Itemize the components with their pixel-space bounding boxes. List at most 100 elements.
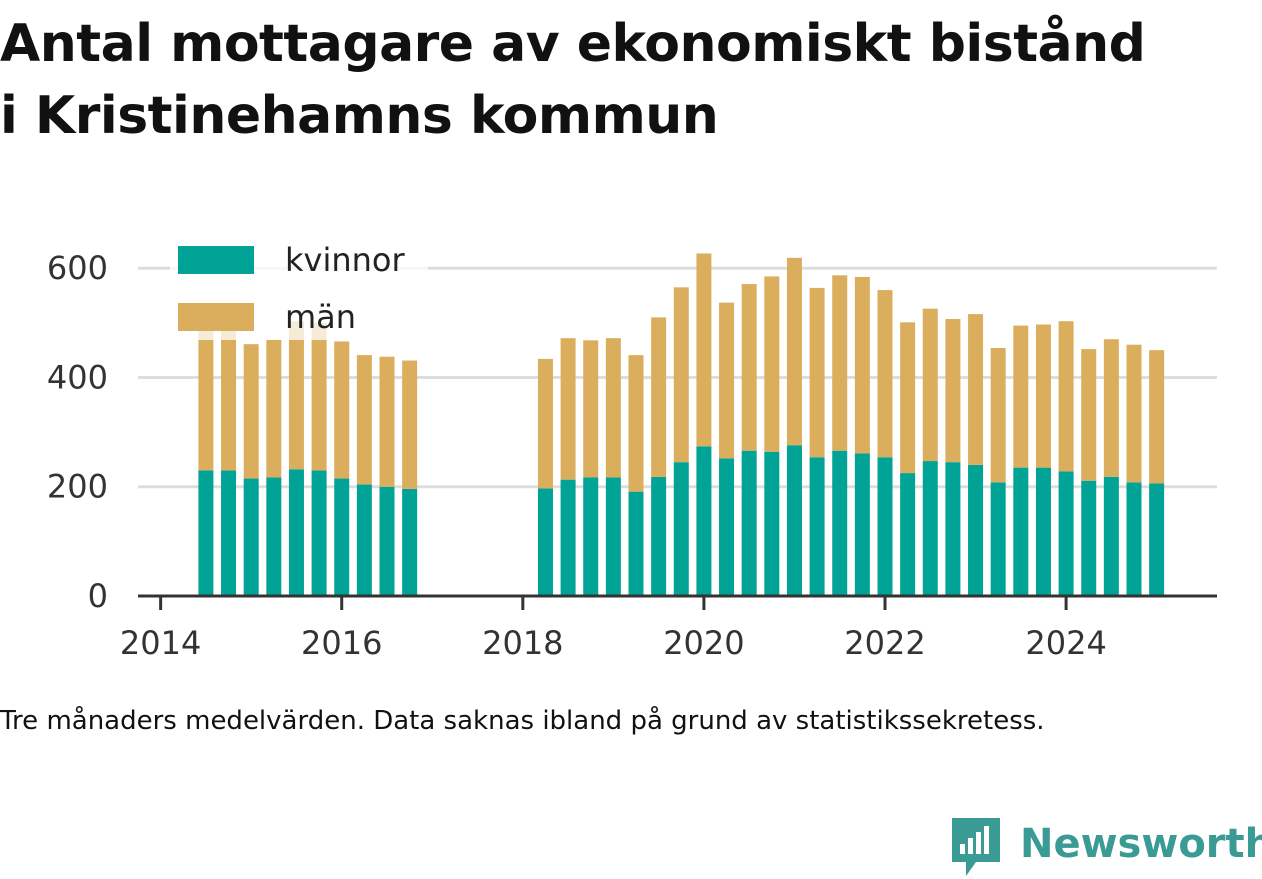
bar-kvinnor-2023-10 (1035, 467, 1051, 596)
legend-label-kvinnor: kvinnor (285, 241, 406, 279)
bar-kvinnor-2024-04 (1081, 480, 1097, 596)
bar-kvinnor-2016-04 (356, 484, 372, 596)
chart-title-line-1: Antal mottagare av ekonomiskt bistånd (0, 14, 1146, 74)
bar-kvinnor-2019-10 (673, 462, 689, 596)
bar-man-2023-04 (990, 347, 1006, 483)
bar-kvinnor-2018-04 (537, 488, 553, 596)
bar-kvinnor-2019-04 (628, 491, 644, 596)
bar-kvinnor-2015-01 (243, 478, 259, 596)
bar-man-2022-01 (877, 290, 893, 458)
bar-man-2024-01 (1058, 321, 1074, 472)
x-tick-label-2022: 2022 (844, 624, 925, 662)
y-tick-label-600: 600 (47, 249, 108, 287)
axes: 0 200 400 600 2014 2016 2018 2020 2022 2024 (47, 249, 1217, 662)
bar-man-2019-10 (673, 287, 689, 463)
bar-kvinnor-2018-10 (583, 477, 599, 596)
bar-kvinnor-2016-07 (379, 486, 395, 596)
newsworthy-logo-icon (952, 818, 1000, 876)
legend-swatch-kvinnor (178, 246, 254, 274)
y-tick-label-200: 200 (47, 468, 108, 506)
x-tick-label-2024: 2024 (1025, 624, 1106, 662)
bar-man-2019-04 (628, 355, 644, 492)
bar-kvinnor-2015-07 (288, 469, 304, 596)
x-tick-label-2016: 2016 (301, 624, 382, 662)
bar-man-2023-01 (968, 314, 984, 465)
bar-man-2015-10 (311, 322, 327, 471)
bar-kvinnor-2024-10 (1126, 482, 1142, 596)
bar-man-2024-04 (1081, 349, 1097, 481)
bar-kvinnor-2022-10 (945, 462, 961, 596)
bar-man-2019-01 (605, 338, 621, 478)
bar-kvinnor-2019-01 (605, 477, 621, 596)
legend-swatch-man (178, 303, 254, 331)
bar-man-2021-04 (809, 287, 825, 458)
bar-man-2014-10 (221, 326, 237, 471)
bar-man-2020-01 (696, 253, 712, 447)
bar-kvinnor-2016-01 (334, 478, 350, 596)
bar-man-2025-01 (1149, 350, 1165, 484)
bar-kvinnor-2015-10 (311, 470, 327, 596)
bar-man-2021-07 (832, 275, 848, 451)
y-tick-label-400: 400 (47, 358, 108, 396)
bar-kvinnor-2019-07 (651, 476, 667, 596)
bar-kvinnor-2020-04 (719, 458, 735, 596)
chart-title-line-2: i Kristinehamns kommun (0, 86, 719, 146)
bar-man-2018-07 (560, 338, 576, 480)
bar-man-2018-04 (537, 358, 553, 489)
bar-kvinnor-2018-07 (560, 479, 576, 596)
brand-logo: Newsworthy (952, 818, 1262, 878)
bar-man-2024-07 (1103, 339, 1119, 477)
bar-kvinnor-2024-01 (1058, 471, 1074, 596)
bar-man-2014-07 (198, 327, 214, 471)
bar-man-2015-01 (243, 344, 259, 479)
bar-man-2022-04 (900, 322, 916, 474)
bar-man-2016-04 (356, 355, 372, 485)
brand-name: Newsworthy (1020, 821, 1262, 867)
bar-man-2020-10 (764, 276, 780, 452)
bar-man-2024-10 (1126, 344, 1142, 483)
bar-man-2021-01 (786, 257, 802, 446)
bar-kvinnor-2023-04 (990, 482, 1006, 596)
bar-man-2016-01 (334, 341, 350, 479)
bar-kvinnor-2022-07 (922, 461, 938, 596)
bar-man-2018-10 (583, 340, 599, 478)
bar-kvinnor-2021-01 (786, 445, 802, 596)
bar-man-2016-07 (379, 356, 395, 487)
bar-kvinnor-2025-01 (1149, 483, 1165, 596)
x-tick-label-2014: 2014 (120, 624, 201, 662)
x-tick-label-2020: 2020 (663, 624, 744, 662)
bar-kvinnor-2023-01 (968, 464, 984, 596)
y-tick-label-0: 0 (88, 577, 108, 615)
legend-label-man: män (285, 298, 356, 336)
bar-man-2023-07 (1013, 325, 1029, 468)
bar-man-2021-10 (854, 276, 870, 454)
bar-kvinnor-2015-04 (266, 477, 282, 596)
bar-kvinnor-2023-07 (1013, 467, 1029, 596)
chart-title: Antal mottagare av ekonomiskt bistånd i … (0, 8, 1262, 152)
bar-man-2022-10 (945, 319, 961, 463)
bar-man-2015-04 (266, 339, 282, 478)
bar-man-2019-07 (651, 317, 667, 477)
bars (198, 253, 1165, 596)
bar-kvinnor-2020-07 (741, 450, 757, 596)
bar-man-2023-10 (1035, 324, 1051, 468)
bar-kvinnor-2021-10 (854, 453, 870, 596)
bar-kvinnor-2014-07 (198, 470, 214, 596)
bar-kvinnor-2020-01 (696, 446, 712, 596)
x-tick-label-2018: 2018 (482, 624, 563, 662)
bar-kvinnor-2020-10 (764, 451, 780, 596)
bar-kvinnor-2014-10 (221, 470, 237, 596)
bar-man-2020-04 (719, 302, 735, 459)
legend: kvinnor män (170, 236, 428, 340)
bar-kvinnor-2016-10 (402, 488, 418, 596)
bar-man-2022-07 (922, 308, 938, 462)
bar-kvinnor-2024-07 (1103, 476, 1119, 596)
bar-kvinnor-2022-04 (900, 473, 916, 596)
bar-man-2015-07 (288, 321, 304, 470)
bar-kvinnor-2021-07 (832, 450, 848, 596)
footnote: Tre månaders medelvärden. Data saknas ib… (0, 706, 1045, 736)
bar-man-2016-10 (402, 360, 418, 489)
bar-kvinnor-2021-04 (809, 457, 825, 596)
bar-man-2020-07 (741, 284, 757, 451)
